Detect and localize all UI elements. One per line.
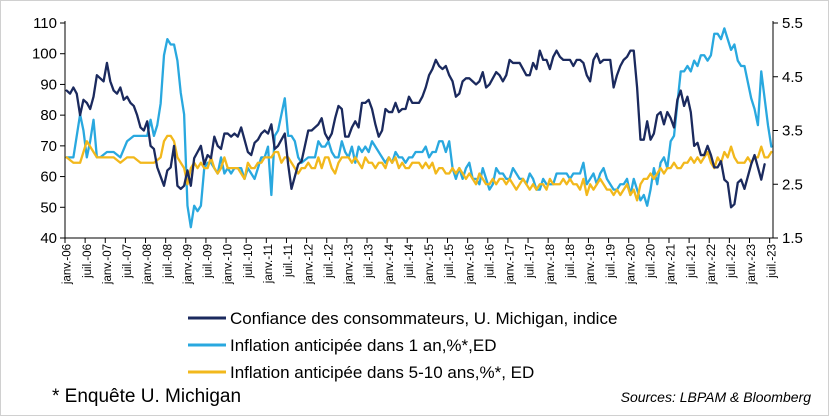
series-line-inflation-5-10y (65, 134, 773, 202)
x-tick-label: juil.-07 (122, 244, 134, 279)
x-tick-label: juil.-18 (565, 244, 577, 279)
x-tick-label: juil.-17 (525, 244, 537, 279)
x-tick-label: juil.-22 (726, 244, 738, 279)
x-tick-label: juil.-16 (484, 244, 496, 279)
x-tick-label: janv.-17 (505, 244, 517, 285)
x-tick-label: janv.-14 (384, 243, 396, 285)
x-tick-label: janv.-13 (344, 244, 356, 285)
series-group (65, 27, 773, 229)
x-tick-label: juil.-09 (203, 244, 215, 279)
x-tick-label: janv.-06 (62, 244, 74, 285)
axes: 40 50 60 70 80 90 100 110 1.5 2.5 3.5 4.5 5.5 janv.-0… (32, 15, 803, 285)
x-tick-label: juil.-19 (605, 244, 617, 279)
x-tick-label: janv.-19 (585, 244, 597, 285)
x-tick-label: janv.-20 (625, 244, 637, 285)
y-right-tick-label: 4.5 (782, 69, 803, 86)
x-tick-label: juil.-21 (686, 244, 698, 279)
series-line-confidence (65, 49, 766, 209)
y-right-tick-label: 2.5 (782, 176, 803, 193)
y-left-tick-label: 50 (40, 199, 57, 216)
x-tick-label: juil.-11 (283, 244, 295, 278)
x-tick-label: juil.-08 (162, 244, 174, 279)
x-tick-label: janv.-10 (223, 244, 235, 285)
x-tick-label: juil.-06 (82, 244, 94, 279)
footnote: * Enquête U. Michigan (52, 386, 242, 407)
x-tick-label: janv.-16 (464, 244, 476, 285)
x-tick-label: janv.-18 (545, 244, 557, 285)
source-note: Sources: LBPAM & Bloomberg (620, 389, 811, 405)
legend-label: Inflation anticipée dans 1 an,%*,ED (230, 336, 497, 355)
y-left-tick-label: 40 (40, 230, 57, 247)
y-left-tick-label: 100 (32, 46, 57, 63)
x-tick-label: janv.-09 (182, 244, 194, 285)
y-right-tick-label: 3.5 (782, 123, 803, 140)
y-left-tick-label: 90 (40, 76, 57, 93)
legend-label: Inflation anticipée dans 5-10 ans,%*, ED (230, 363, 534, 382)
x-tick-label: janv.-23 (746, 244, 758, 285)
y-left-tick-label: 70 (40, 138, 57, 155)
x-tick-label: juil.-10 (243, 244, 255, 279)
y-left-tick-label: 110 (33, 15, 57, 32)
x-tick-label: juil.-23 (766, 244, 778, 279)
x-tick-label: juil.-12 (323, 244, 335, 279)
x-tick-label: janv.-22 (706, 244, 718, 285)
x-tick-label: juil.-15 (444, 244, 456, 279)
x-tick-label: janv.-21 (666, 244, 678, 285)
x-tick-label: juil.-13 (364, 244, 376, 279)
y-right-tick-label: 1.5 (782, 230, 803, 247)
x-tick-label: juil.-14 (404, 243, 416, 278)
x-tick-label: janv.-08 (142, 244, 154, 285)
x-tick-label: janv.-07 (102, 244, 114, 285)
y-left-tick-label: 60 (40, 169, 57, 186)
x-tick-label: janv.-12 (303, 244, 315, 285)
y-right-tick-label: 5.5 (782, 15, 803, 32)
x-tick-label: juil.-20 (646, 244, 658, 279)
legend: Confiance des consommateurs, U. Michigan… (188, 309, 617, 382)
series-line-inflation-1y (65, 27, 773, 229)
y-left-tick-label: 80 (40, 107, 57, 124)
legend-label: Confiance des consommateurs, U. Michigan… (230, 309, 617, 328)
x-tick-label: janv.-15 (424, 244, 436, 285)
x-tick-label: janv.-11 (263, 244, 275, 284)
